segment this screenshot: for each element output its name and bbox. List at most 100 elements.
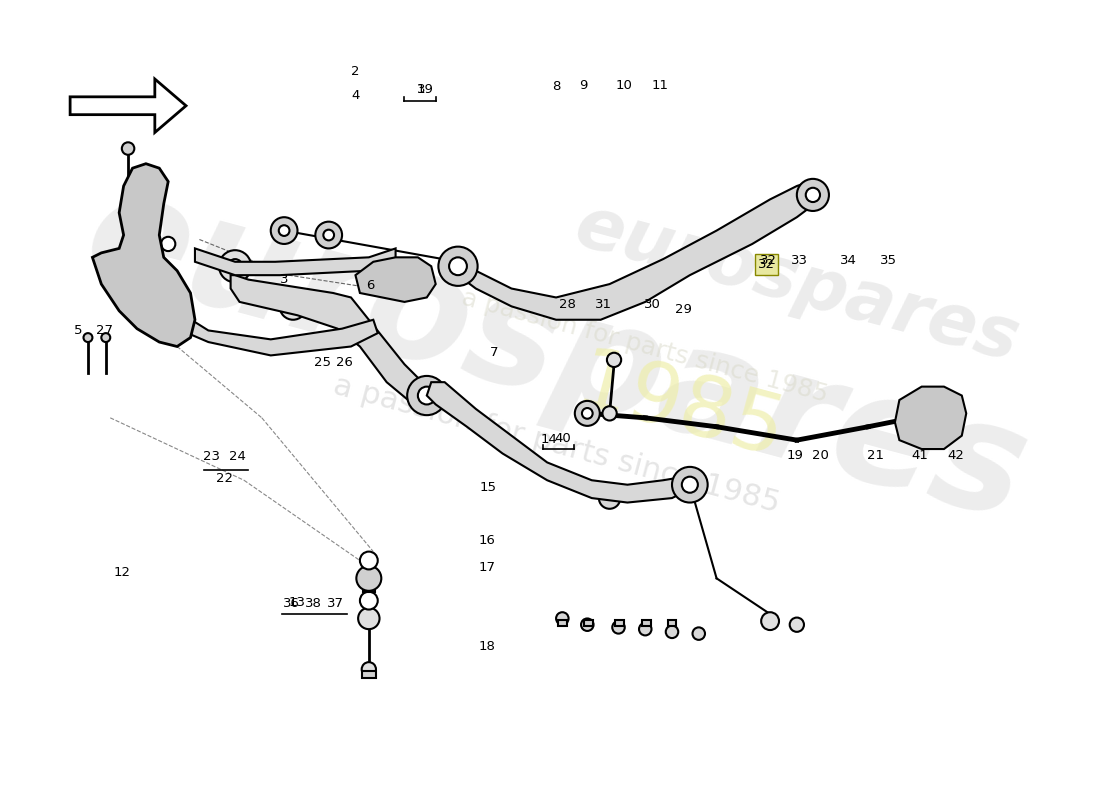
- Circle shape: [161, 237, 175, 251]
- Text: a passion for parts since 1985: a passion for parts since 1985: [460, 286, 830, 407]
- Circle shape: [360, 592, 377, 610]
- Text: 6: 6: [366, 279, 375, 292]
- Text: 29: 29: [675, 302, 692, 315]
- Bar: [641, 620, 650, 626]
- Text: 4: 4: [351, 89, 360, 102]
- Text: 35: 35: [880, 254, 898, 266]
- Circle shape: [362, 662, 376, 677]
- Circle shape: [138, 195, 155, 213]
- Circle shape: [796, 179, 829, 211]
- Text: 33: 33: [791, 254, 808, 266]
- Text: 37: 37: [328, 597, 344, 610]
- Circle shape: [557, 612, 569, 625]
- Text: 2: 2: [351, 66, 360, 78]
- Polygon shape: [231, 275, 431, 405]
- Circle shape: [693, 627, 705, 640]
- Circle shape: [279, 293, 307, 320]
- Circle shape: [359, 608, 380, 629]
- Text: 8: 8: [552, 80, 560, 93]
- Text: 42: 42: [947, 449, 964, 462]
- Text: 22: 22: [216, 472, 233, 485]
- Circle shape: [598, 487, 620, 509]
- Text: 5: 5: [74, 324, 82, 337]
- Circle shape: [682, 477, 697, 493]
- Circle shape: [360, 551, 377, 570]
- Circle shape: [582, 408, 593, 418]
- Text: 12: 12: [113, 566, 130, 578]
- Circle shape: [173, 315, 182, 324]
- Bar: [362, 671, 376, 678]
- Text: 30: 30: [644, 298, 661, 311]
- Text: 11: 11: [652, 78, 669, 92]
- Circle shape: [392, 262, 427, 298]
- Text: 18: 18: [478, 641, 496, 654]
- Circle shape: [603, 406, 617, 421]
- Circle shape: [228, 259, 242, 274]
- Text: 40: 40: [554, 432, 572, 445]
- Text: 10: 10: [615, 78, 632, 92]
- FancyBboxPatch shape: [755, 254, 778, 275]
- Circle shape: [449, 258, 466, 275]
- Text: eurospares: eurospares: [568, 192, 1026, 377]
- Bar: [668, 620, 676, 626]
- Text: 1: 1: [416, 83, 425, 96]
- Text: a passion for parts since 1985: a passion for parts since 1985: [330, 371, 782, 518]
- Circle shape: [122, 142, 134, 154]
- Polygon shape: [895, 386, 966, 449]
- Circle shape: [135, 282, 156, 304]
- Text: 9: 9: [579, 78, 587, 92]
- Polygon shape: [70, 79, 186, 133]
- Bar: [558, 620, 566, 626]
- Text: 1985: 1985: [568, 342, 794, 475]
- Polygon shape: [355, 258, 436, 302]
- Polygon shape: [195, 249, 396, 275]
- Circle shape: [639, 623, 651, 635]
- Circle shape: [575, 401, 600, 426]
- Polygon shape: [92, 164, 195, 346]
- Circle shape: [672, 467, 707, 502]
- Text: eurospares: eurospares: [70, 158, 1042, 552]
- Circle shape: [666, 626, 679, 638]
- Circle shape: [581, 618, 594, 631]
- Circle shape: [607, 353, 621, 367]
- Polygon shape: [177, 311, 377, 355]
- Circle shape: [806, 188, 820, 202]
- Circle shape: [166, 309, 188, 330]
- Circle shape: [278, 226, 289, 236]
- Text: 23: 23: [202, 450, 220, 462]
- Text: 15: 15: [480, 481, 497, 494]
- Text: 38: 38: [305, 597, 322, 610]
- Text: 34: 34: [840, 254, 857, 266]
- Text: 20: 20: [813, 449, 829, 462]
- Circle shape: [613, 621, 625, 634]
- Text: 3: 3: [279, 273, 288, 286]
- Bar: [584, 620, 593, 626]
- Text: 24: 24: [229, 450, 246, 462]
- Circle shape: [101, 333, 110, 342]
- Polygon shape: [427, 382, 690, 502]
- Text: 17: 17: [478, 561, 496, 574]
- Text: 25: 25: [314, 356, 331, 369]
- Text: 36: 36: [283, 597, 299, 610]
- Circle shape: [323, 230, 334, 240]
- Circle shape: [925, 413, 936, 423]
- Circle shape: [84, 333, 92, 342]
- Bar: [615, 620, 624, 626]
- Text: 31: 31: [595, 298, 612, 311]
- Text: 39: 39: [417, 83, 433, 96]
- Circle shape: [400, 271, 417, 288]
- Bar: [123, 207, 132, 213]
- Circle shape: [761, 612, 779, 630]
- Bar: [363, 585, 375, 592]
- Text: 14: 14: [540, 433, 558, 446]
- Circle shape: [418, 386, 436, 405]
- Text: 41: 41: [912, 449, 928, 462]
- Circle shape: [287, 300, 299, 313]
- Text: 27: 27: [96, 324, 112, 337]
- Text: 26: 26: [337, 356, 353, 369]
- Text: 13: 13: [289, 596, 306, 609]
- Circle shape: [407, 376, 447, 415]
- Text: 19: 19: [786, 449, 803, 462]
- Text: 32: 32: [760, 254, 777, 266]
- Polygon shape: [458, 182, 820, 320]
